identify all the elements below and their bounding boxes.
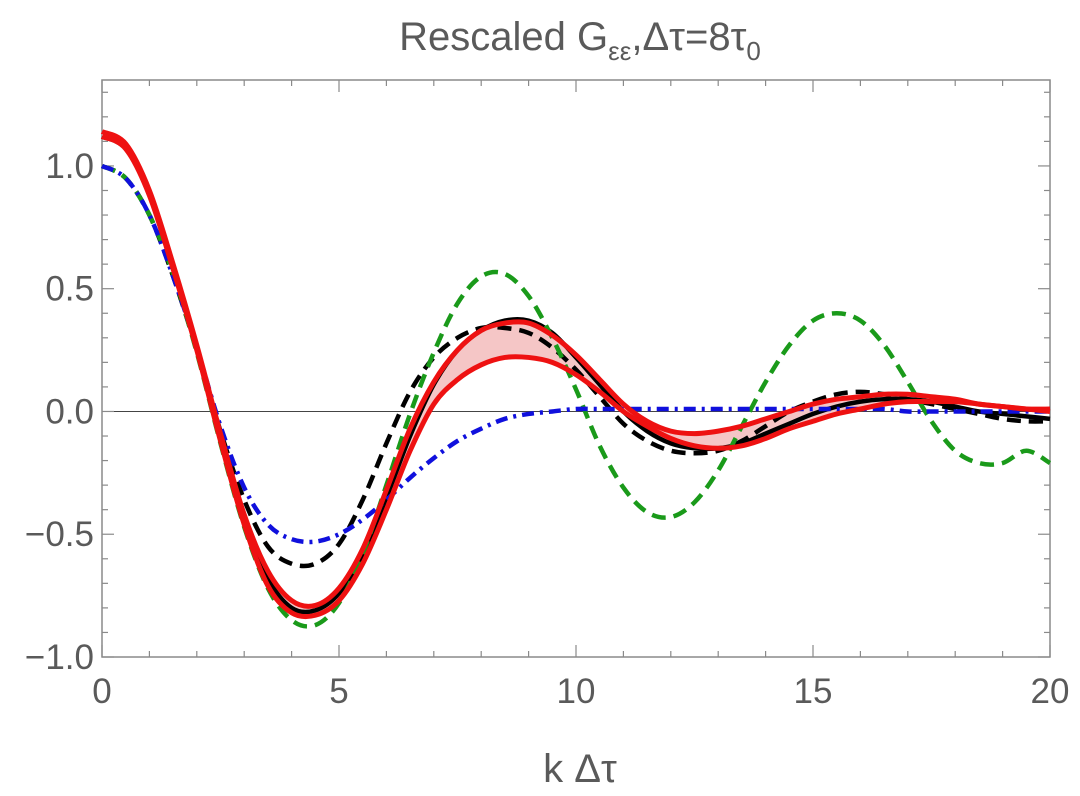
x-tick-label: 0 (92, 672, 111, 711)
chart: Rescaled Gεε,Δτ=8τ0 0 5 10 15 20−1.0−0.50.00… (0, 0, 1080, 796)
x-tick-label: 5 (329, 672, 348, 711)
y-tick-label: −1.0 (25, 638, 94, 677)
series-layer (102, 132, 1050, 627)
y-tick-label: 0.5 (45, 270, 94, 309)
x-tick-label: 20 (1031, 672, 1070, 711)
band-lower-edge (102, 136, 1050, 616)
tick-labels: 0 5 10 15 20 −1.0 −0.5 0.0 0.5 1.0 (25, 147, 1070, 711)
x-axis-label: k Δτ (543, 747, 617, 791)
y-tick-label: −0.5 (25, 515, 94, 554)
y-tick-label: 0.0 (45, 392, 94, 431)
y-tick-label: 1.0 (45, 147, 94, 186)
chart-title: Rescaled Gεε,Δτ=8τ0 (399, 15, 761, 66)
x-tick-label: 10 (557, 672, 596, 711)
plot-area (102, 80, 1050, 657)
x-tick-label: 15 (794, 672, 833, 711)
